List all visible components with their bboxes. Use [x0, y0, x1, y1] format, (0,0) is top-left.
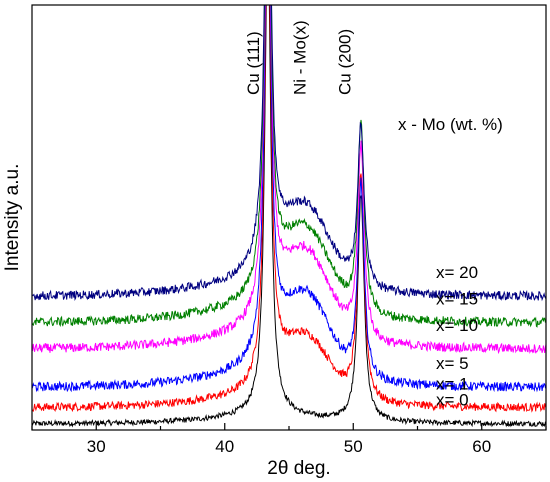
y-axis-title: Intensity a.u.	[2, 164, 23, 272]
legend-title: x - Mo (wt. %)	[398, 115, 503, 134]
series-label-x5: x= 5	[436, 354, 469, 373]
peak-label-ni-mo: Ni - Mo(x)	[290, 20, 309, 95]
series-line-0	[32, 5, 546, 428]
x-tick-label: 40	[215, 437, 234, 456]
series-label-x15: x= 15	[436, 289, 478, 308]
x-tick-label: 30	[87, 437, 106, 456]
x-tick-label: 60	[472, 437, 491, 456]
x-axis-title: 2θ deg.	[267, 458, 330, 479]
x-tick-label: 50	[344, 437, 363, 456]
series-line-5	[32, 5, 546, 393]
series-lines	[32, 5, 546, 428]
series-line-20	[32, 5, 546, 302]
series-line-10	[32, 5, 546, 355]
peak-label-cu111: Cu (111)	[244, 31, 263, 95]
plot-frame	[31, 4, 547, 431]
x-axis-ticks: 30 40 50 60	[31, 423, 547, 456]
series-label-x0: x= 0	[436, 391, 469, 410]
series-label-x10: x= 10	[436, 316, 478, 335]
series-label-x20: x= 20	[436, 263, 478, 282]
series-line-15	[32, 5, 546, 328]
series-line-1	[32, 5, 546, 413]
series-labels: x= 0 x= 1 x= 5 x= 10 x= 15 x= 20	[436, 263, 478, 410]
peak-label-cu200: Cu (200)	[335, 29, 354, 95]
series-label-x1: x= 1	[436, 374, 469, 393]
